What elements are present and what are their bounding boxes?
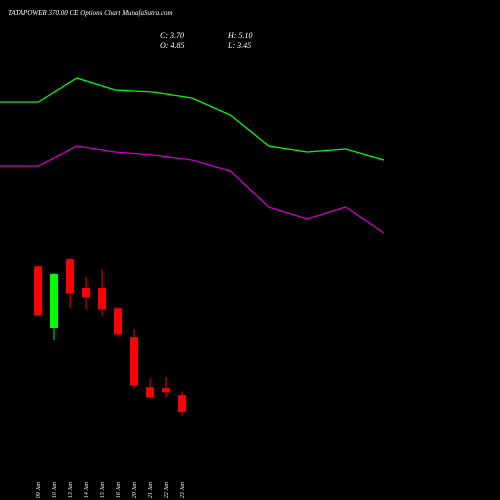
candle-body [146, 387, 154, 398]
candle-body [178, 395, 186, 413]
ohlc-label: L: 3.45 [227, 41, 251, 50]
x-tick-label: 22 Jan [164, 482, 170, 498]
candle-body [50, 273, 58, 329]
candle-body [34, 266, 42, 316]
x-tick-label: 21 Jan [148, 482, 154, 498]
ohlc-label: C: 3.70 [160, 31, 184, 40]
x-tick-label: 14 Jan [83, 482, 90, 498]
x-tick-label: 15 Jan [100, 482, 106, 498]
line-series [0, 145, 385, 234]
candle-body [82, 288, 90, 298]
ohlc-label: O: 4.85 [160, 41, 184, 50]
x-tick-label: 23 Jan [180, 482, 186, 498]
chart-title: TATAPOWER 370.00 CE Options Chart Munafa… [8, 9, 173, 17]
candle-body [66, 259, 74, 294]
candle-body [130, 337, 138, 386]
x-tick-label: 16 Jan [116, 482, 122, 498]
candle-body [98, 288, 106, 310]
candle-body [114, 308, 122, 335]
x-tick-label: 13 Jan [68, 482, 74, 498]
x-tick-label: 09 Jan [36, 482, 42, 498]
x-tick-label: 20 Jan [132, 482, 138, 498]
ohlc-label: H: 5.10 [227, 31, 252, 40]
line-series [0, 77, 385, 161]
x-tick-label: 10 Jan [52, 482, 58, 498]
candle-body [162, 388, 170, 393]
